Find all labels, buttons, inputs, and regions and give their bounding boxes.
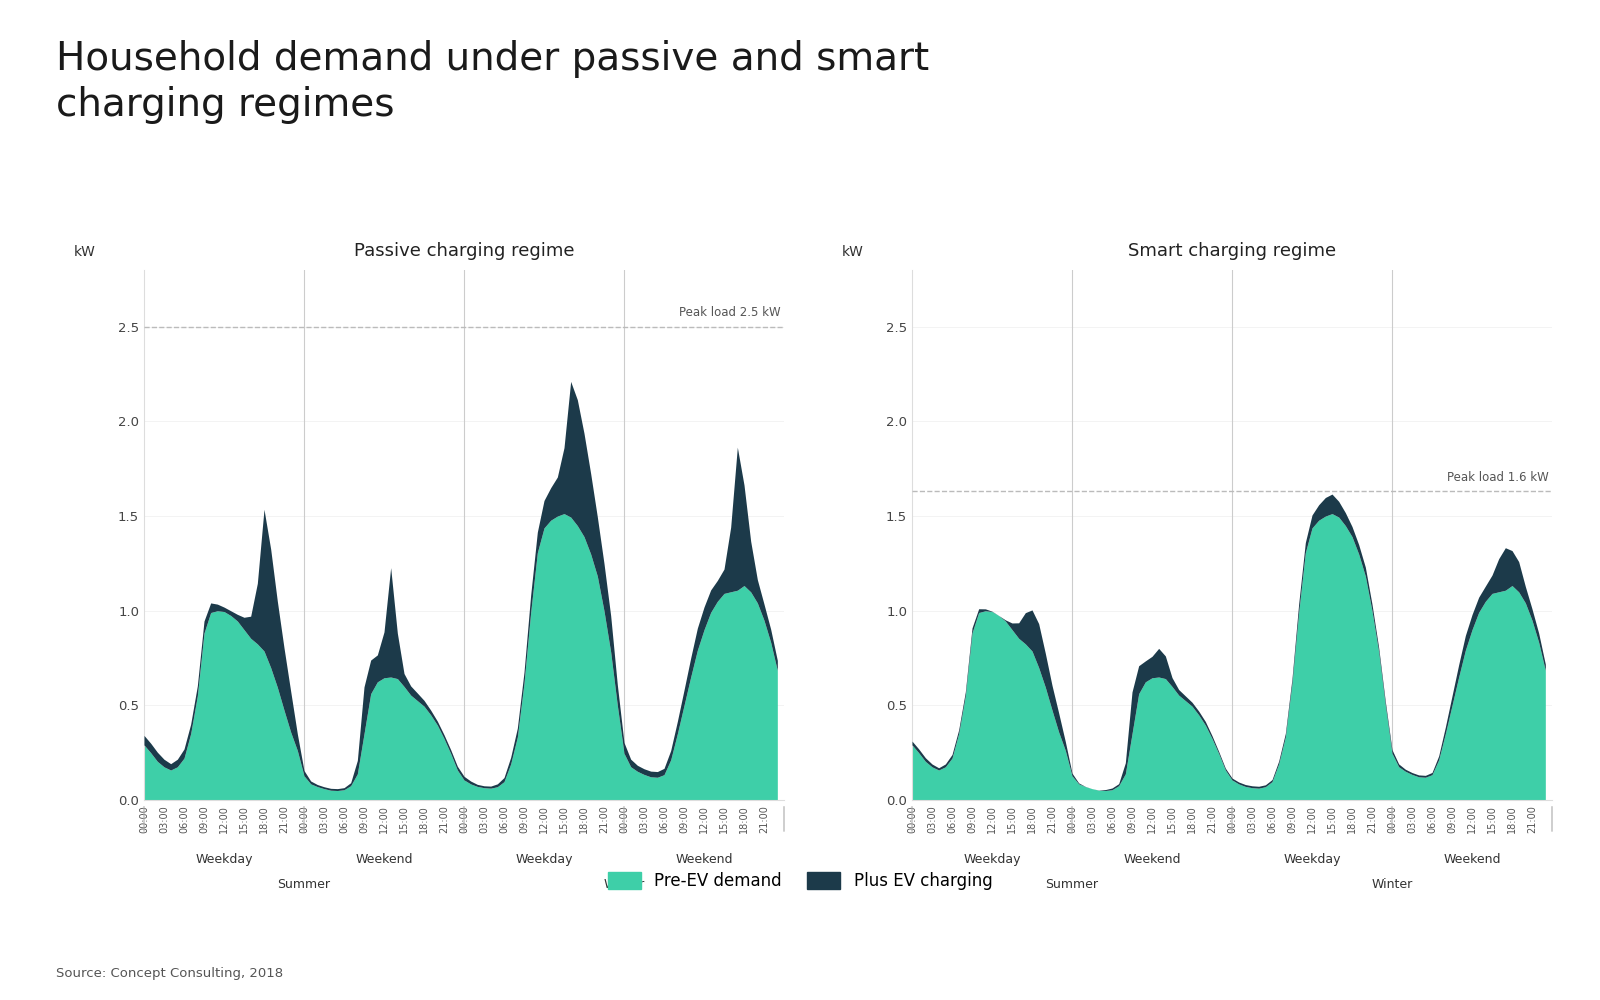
Text: Summer: Summer [1045,878,1099,891]
Title: Passive charging regime: Passive charging regime [354,242,574,260]
Text: Peak load 1.6 kW: Peak load 1.6 kW [1446,471,1549,484]
Title: Smart charging regime: Smart charging regime [1128,242,1336,260]
Text: Weekend: Weekend [355,853,413,866]
Text: Summer: Summer [277,878,331,891]
Text: Source: Concept Consulting, 2018: Source: Concept Consulting, 2018 [56,967,283,980]
Text: Peak load 2.5 kW: Peak load 2.5 kW [678,306,781,319]
Legend: Pre-EV demand, Plus EV charging: Pre-EV demand, Plus EV charging [602,865,998,897]
Text: Weekend: Weekend [675,853,733,866]
Text: Winter: Winter [603,878,645,891]
Text: Weekend: Weekend [1123,853,1181,866]
Text: Weekday: Weekday [195,853,253,866]
Text: kW: kW [842,245,864,259]
Text: Weekday: Weekday [1283,853,1341,866]
Text: Weekday: Weekday [515,853,573,866]
Text: Weekday: Weekday [963,853,1021,866]
Text: Weekend: Weekend [1443,853,1501,866]
Text: Winter: Winter [1371,878,1413,891]
Text: kW: kW [74,245,96,259]
Text: Household demand under passive and smart
charging regimes: Household demand under passive and smart… [56,40,930,123]
